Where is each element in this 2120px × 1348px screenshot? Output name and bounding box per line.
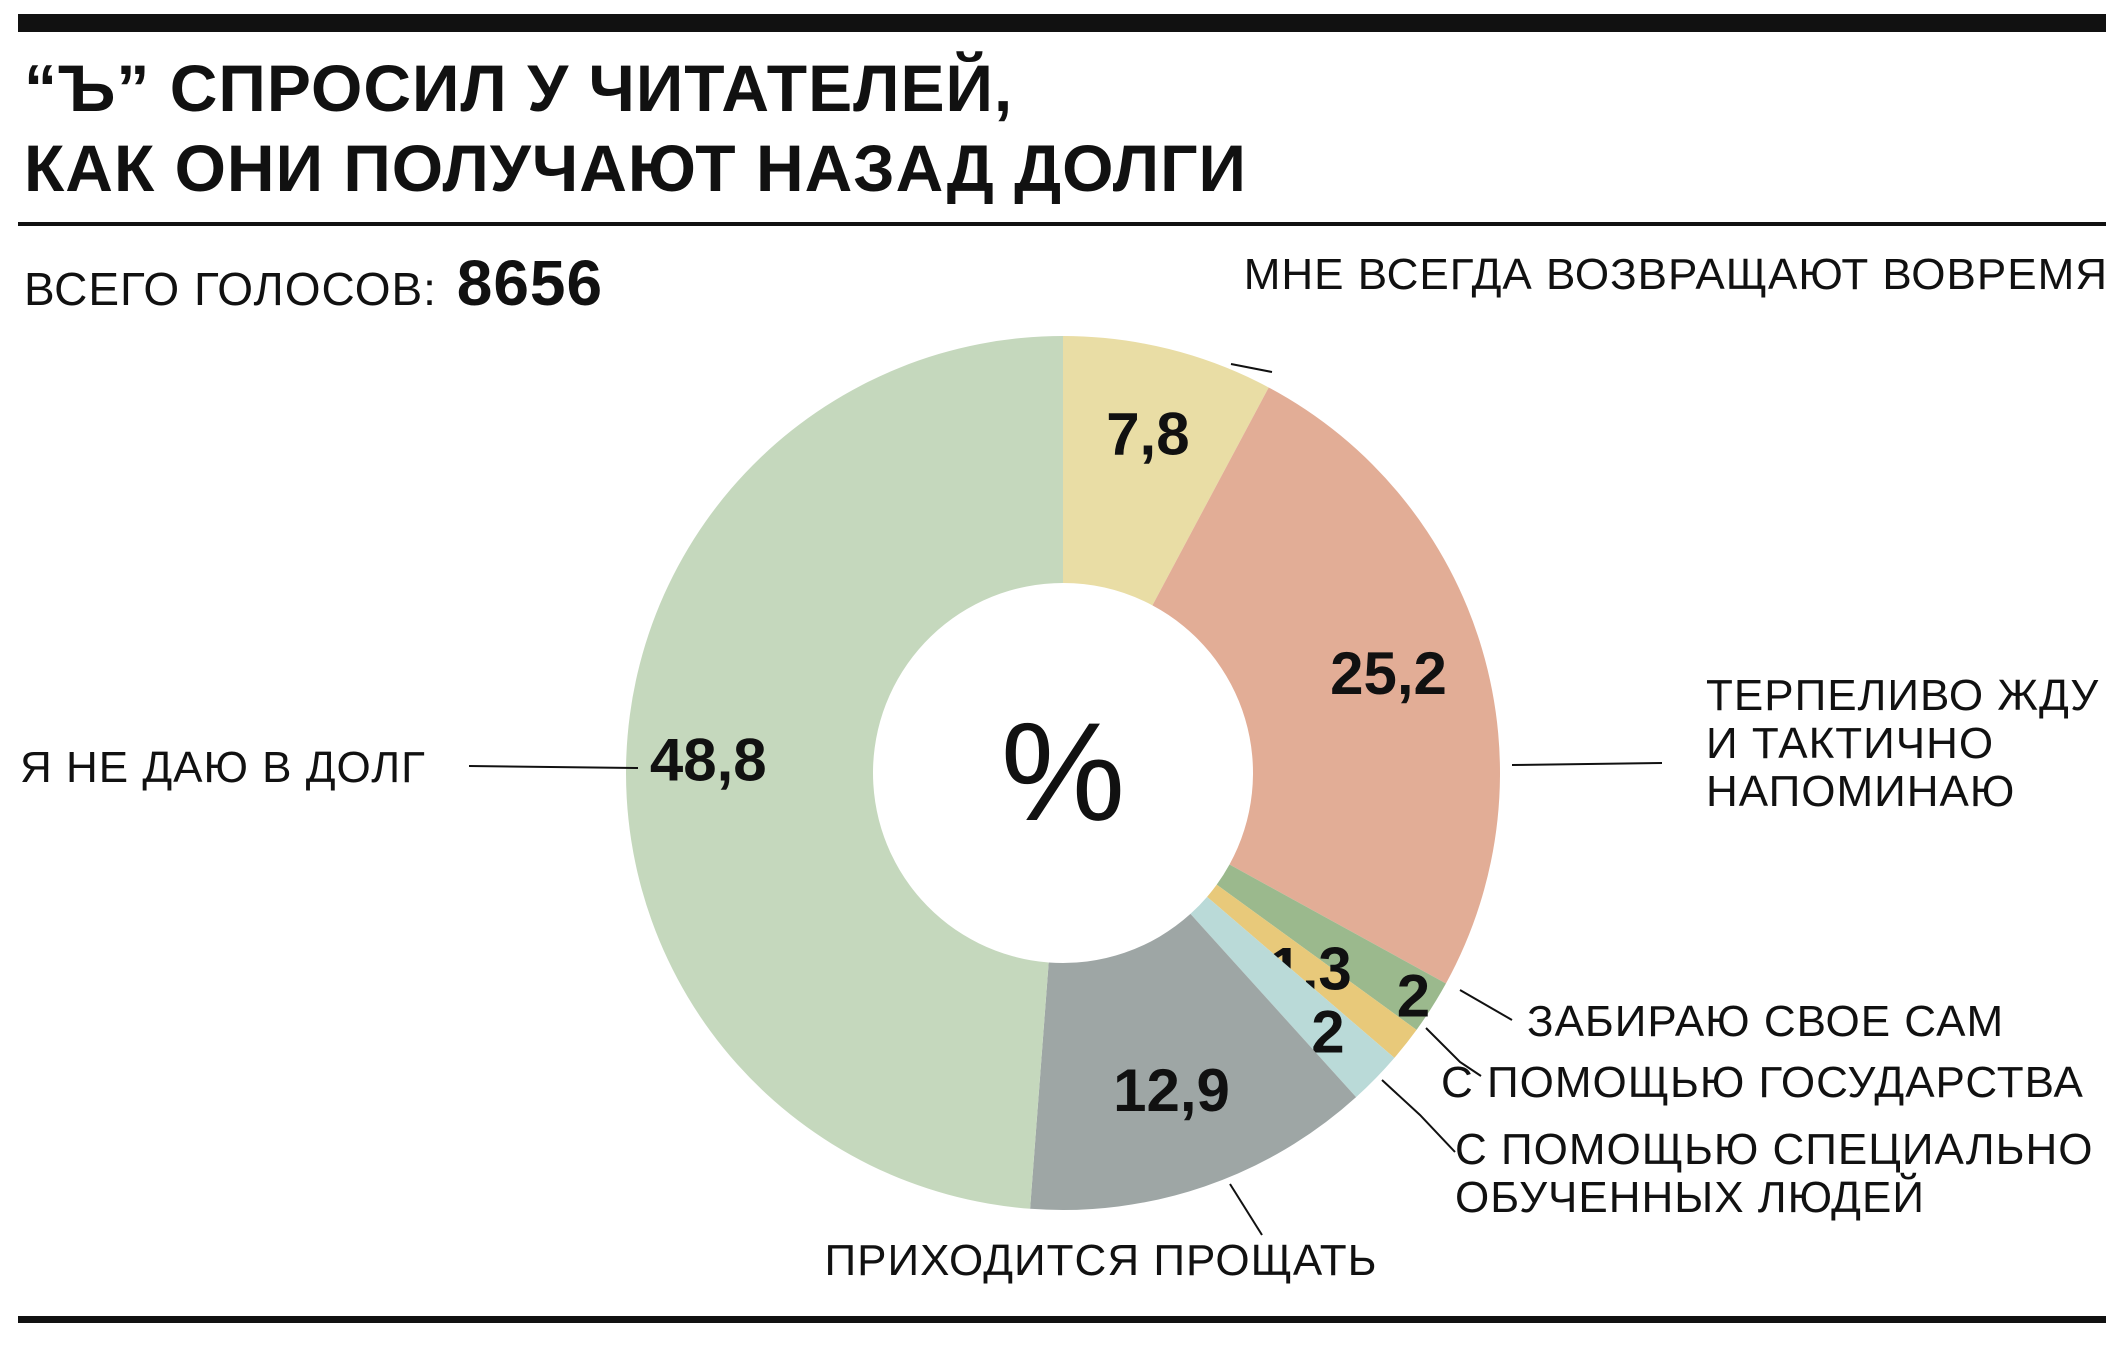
total-votes-label: ВСЕГО ГОЛОСОВ: (24, 263, 437, 315)
slice-1 (1152, 387, 1501, 984)
slice-6-category-label-line: Я НЕ ДАЮ В ДОЛГ (20, 743, 426, 792)
slice-5-leader-line (1229, 1183, 1263, 1236)
center-percent-label: % (1001, 693, 1125, 850)
slice-4-category-label-line: ОБУЧЕННЫХ ЛЮДЕЙ (1455, 1171, 1925, 1222)
slice-1-category-label: ТЕРПЕЛИВО ЖДУ И ТАКТИЧНО НАПОМИНАЮ (1706, 671, 2099, 816)
slice-3-category-label: С ПОМОЩЬЮ ГОСУДАРСТВА (1441, 1058, 2084, 1107)
slice-0 (1063, 336, 1269, 606)
slice-0-value-label: 7,8 (1106, 400, 1189, 467)
total-votes-value: 8656 (456, 247, 604, 319)
chart-title: “Ъ” СПРОСИЛ У ЧИТАТЕЛЕЙ, КАК ОНИ ПОЛУЧАЮ… (24, 48, 1247, 208)
slice-4-leader-line (1381, 1079, 1456, 1153)
slice-6-category-label: Я НЕ ДАЮ В ДОЛГ (20, 743, 426, 792)
slice-2-leader-line (1459, 989, 1513, 1021)
slice-2-category-label: ЗАБИРАЮ СВОЕ САМ (1527, 997, 2004, 1046)
slice-4-category-label: С ПОМОЩЬЮ СПЕЦИАЛЬНО ОБУЧЕННЫХ ЛЮДЕЙ (1455, 1125, 2094, 1222)
title-rule (18, 222, 2106, 226)
slice-4-category-label-line: С ПОМОЩЬЮ СПЕЦИАЛЬНО (1455, 1125, 2094, 1174)
slice-0-category-label: МНЕ ВСЕГДА ВОЗВРАЩАЮТ ВОВРЕМЯ (1244, 250, 2108, 299)
slice-1-category-label-line: НАПОМИНАЮ (1706, 767, 2015, 816)
slice-6-leader-line (468, 765, 639, 769)
slice-3 (1207, 884, 1417, 1058)
slice-1-leader-line (1511, 762, 1663, 766)
slice-0-leader-line (1230, 363, 1273, 373)
top-rule (18, 14, 2106, 32)
slice-6 (626, 336, 1063, 1209)
slice-6-value-label: 48,8 (650, 727, 767, 794)
slice-3-category-label-line: С ПОМОЩЬЮ ГОСУДАРСТВА (1441, 1058, 2084, 1107)
total-votes: ВСЕГО ГОЛОСОВ: 8656 (24, 246, 603, 320)
slice-1-category-label-line: ТЕРПЕЛИВО ЖДУ (1706, 671, 2099, 720)
slice-1-value-label: 25,2 (1330, 640, 1447, 707)
slice-2-category-label-line: ЗАБИРАЮ СВОЕ САМ (1527, 997, 2004, 1046)
slice-5-category-label: ПРИХОДИТСЯ ПРОЩАТЬ (825, 1236, 1378, 1285)
slice-4 (1190, 896, 1395, 1098)
slice-5-category-label-line: ПРИХОДИТСЯ ПРОЩАТЬ (825, 1236, 1378, 1285)
slice-0-category-label-line: МНЕ ВСЕГДА ВОЗВРАЩАЮТ ВОВРЕМЯ (1244, 250, 2108, 299)
slice-5-value-label: 12,9 (1113, 1057, 1230, 1124)
slice-2-value-label: 2 (1397, 962, 1430, 1029)
slice-5 (1030, 913, 1357, 1210)
slice-2 (1216, 864, 1446, 1030)
slice-3-leader-line (1425, 1027, 1482, 1077)
bottom-rule (18, 1316, 2106, 1323)
slice-1-category-label-line: И ТАКТИЧНО (1706, 719, 1994, 768)
chart-title-line-1: “Ъ” СПРОСИЛ У ЧИТАТЕЛЕЙ, (24, 51, 1014, 125)
chart-title-line-2: КАК ОНИ ПОЛУЧАЮТ НАЗАД ДОЛГИ (24, 131, 1247, 205)
